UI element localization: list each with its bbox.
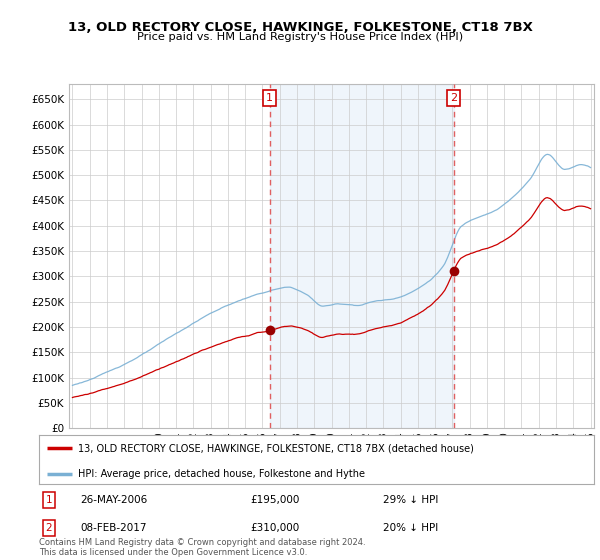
Text: 29% ↓ HPI: 29% ↓ HPI: [383, 495, 439, 505]
Text: 1: 1: [46, 495, 52, 505]
Text: Contains HM Land Registry data © Crown copyright and database right 2024.
This d: Contains HM Land Registry data © Crown c…: [39, 538, 365, 557]
Text: 2: 2: [450, 93, 457, 103]
Text: 20% ↓ HPI: 20% ↓ HPI: [383, 523, 439, 533]
Text: 13, OLD RECTORY CLOSE, HAWKINGE, FOLKESTONE, CT18 7BX: 13, OLD RECTORY CLOSE, HAWKINGE, FOLKEST…: [68, 21, 532, 34]
Text: 1: 1: [266, 93, 273, 103]
Text: 08-FEB-2017: 08-FEB-2017: [80, 523, 147, 533]
Bar: [269, 84, 454, 428]
Text: 26-MAY-2006: 26-MAY-2006: [80, 495, 148, 505]
Text: £310,000: £310,000: [250, 523, 299, 533]
Text: £195,000: £195,000: [250, 495, 299, 505]
Text: HPI: Average price, detached house, Folkestone and Hythe: HPI: Average price, detached house, Folk…: [78, 469, 365, 479]
Text: 2: 2: [46, 523, 52, 533]
Text: Price paid vs. HM Land Registry's House Price Index (HPI): Price paid vs. HM Land Registry's House …: [137, 32, 463, 43]
Text: 13, OLD RECTORY CLOSE, HAWKINGE, FOLKESTONE, CT18 7BX (detached house): 13, OLD RECTORY CLOSE, HAWKINGE, FOLKEST…: [78, 444, 474, 454]
